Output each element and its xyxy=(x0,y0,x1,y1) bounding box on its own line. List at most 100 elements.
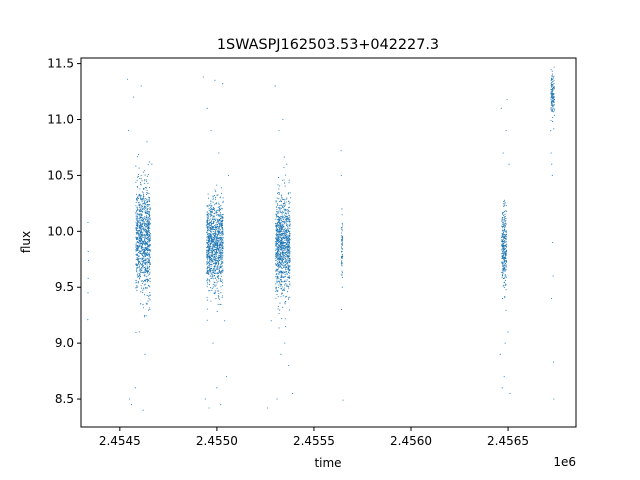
data-point xyxy=(147,244,149,246)
data-point xyxy=(206,231,208,234)
data-point xyxy=(504,203,506,205)
data-point xyxy=(280,264,282,266)
data-point xyxy=(503,216,505,218)
data-point xyxy=(504,296,506,298)
data-point xyxy=(213,278,215,280)
data-point xyxy=(286,218,288,220)
data-point xyxy=(87,250,89,252)
data-point xyxy=(279,245,281,247)
data-point xyxy=(502,285,504,287)
data-point xyxy=(136,271,138,273)
data-point xyxy=(142,192,144,194)
data-point xyxy=(212,217,214,219)
data-point xyxy=(276,293,278,296)
data-point xyxy=(217,265,219,267)
data-point xyxy=(341,276,343,278)
data-point xyxy=(502,248,504,250)
data-point xyxy=(207,233,209,235)
data-point xyxy=(214,265,216,267)
data-point xyxy=(212,222,214,225)
data-point xyxy=(148,246,150,248)
data-point xyxy=(284,229,287,232)
data-point xyxy=(144,216,146,218)
data-point xyxy=(206,281,208,283)
data-point xyxy=(504,251,506,253)
data-point xyxy=(278,228,280,231)
data-point xyxy=(284,204,286,206)
data-point xyxy=(148,201,150,203)
data-point xyxy=(286,263,288,265)
data-point xyxy=(141,198,143,200)
data-point xyxy=(505,202,507,204)
data-point xyxy=(215,272,217,274)
data-point xyxy=(206,205,208,207)
data-point xyxy=(503,260,505,262)
data-point xyxy=(212,209,214,211)
data-point xyxy=(148,267,150,269)
data-point xyxy=(284,302,286,304)
data-point xyxy=(209,283,211,285)
data-point xyxy=(278,219,281,222)
data-point xyxy=(218,298,221,300)
data-point xyxy=(143,223,145,226)
data-point xyxy=(210,228,212,230)
data-point xyxy=(222,83,224,85)
data-point xyxy=(282,212,284,214)
data-point xyxy=(209,271,211,273)
data-point xyxy=(207,230,209,232)
data-point xyxy=(289,272,291,274)
data-point xyxy=(284,257,286,259)
data-point xyxy=(278,226,280,228)
data-point xyxy=(287,262,289,264)
data-point xyxy=(288,249,291,251)
data-point xyxy=(276,247,278,249)
data-point xyxy=(288,275,290,277)
data-point xyxy=(341,208,343,210)
data-point xyxy=(282,255,284,257)
data-point xyxy=(217,221,219,224)
data-point xyxy=(207,237,209,239)
data-point xyxy=(553,108,555,110)
data-point xyxy=(142,209,144,211)
data-point xyxy=(285,262,287,264)
data-point xyxy=(285,244,287,246)
data-point xyxy=(216,184,218,186)
data-point xyxy=(209,216,211,218)
data-point xyxy=(149,227,151,229)
data-point xyxy=(214,262,217,264)
data-point xyxy=(283,208,285,210)
data-point xyxy=(206,253,208,256)
data-point xyxy=(277,253,279,255)
data-point xyxy=(277,290,279,292)
data-point xyxy=(502,222,504,224)
data-point xyxy=(341,236,343,238)
data-point xyxy=(280,257,282,259)
data-point xyxy=(552,84,554,86)
data-point xyxy=(138,173,140,176)
data-point xyxy=(281,211,283,213)
data-point xyxy=(147,258,149,260)
data-point xyxy=(287,261,289,263)
data-point xyxy=(218,210,220,212)
data-point xyxy=(142,265,144,267)
data-point xyxy=(280,239,282,241)
data-point xyxy=(136,264,139,266)
data-point xyxy=(215,254,217,256)
data-point xyxy=(208,235,210,237)
data-point xyxy=(503,226,505,228)
data-point xyxy=(207,283,209,285)
data-point xyxy=(140,85,142,87)
data-point xyxy=(276,276,278,278)
data-point xyxy=(217,295,219,297)
data-point xyxy=(289,253,291,255)
data-point xyxy=(283,223,285,225)
data-point xyxy=(219,250,221,252)
data-point xyxy=(502,272,504,274)
data-point xyxy=(288,241,290,244)
data-point xyxy=(286,235,288,237)
data-point xyxy=(209,224,211,226)
data-point xyxy=(148,221,151,223)
data-point xyxy=(289,284,291,286)
data-point xyxy=(149,217,151,219)
data-point xyxy=(142,197,144,199)
